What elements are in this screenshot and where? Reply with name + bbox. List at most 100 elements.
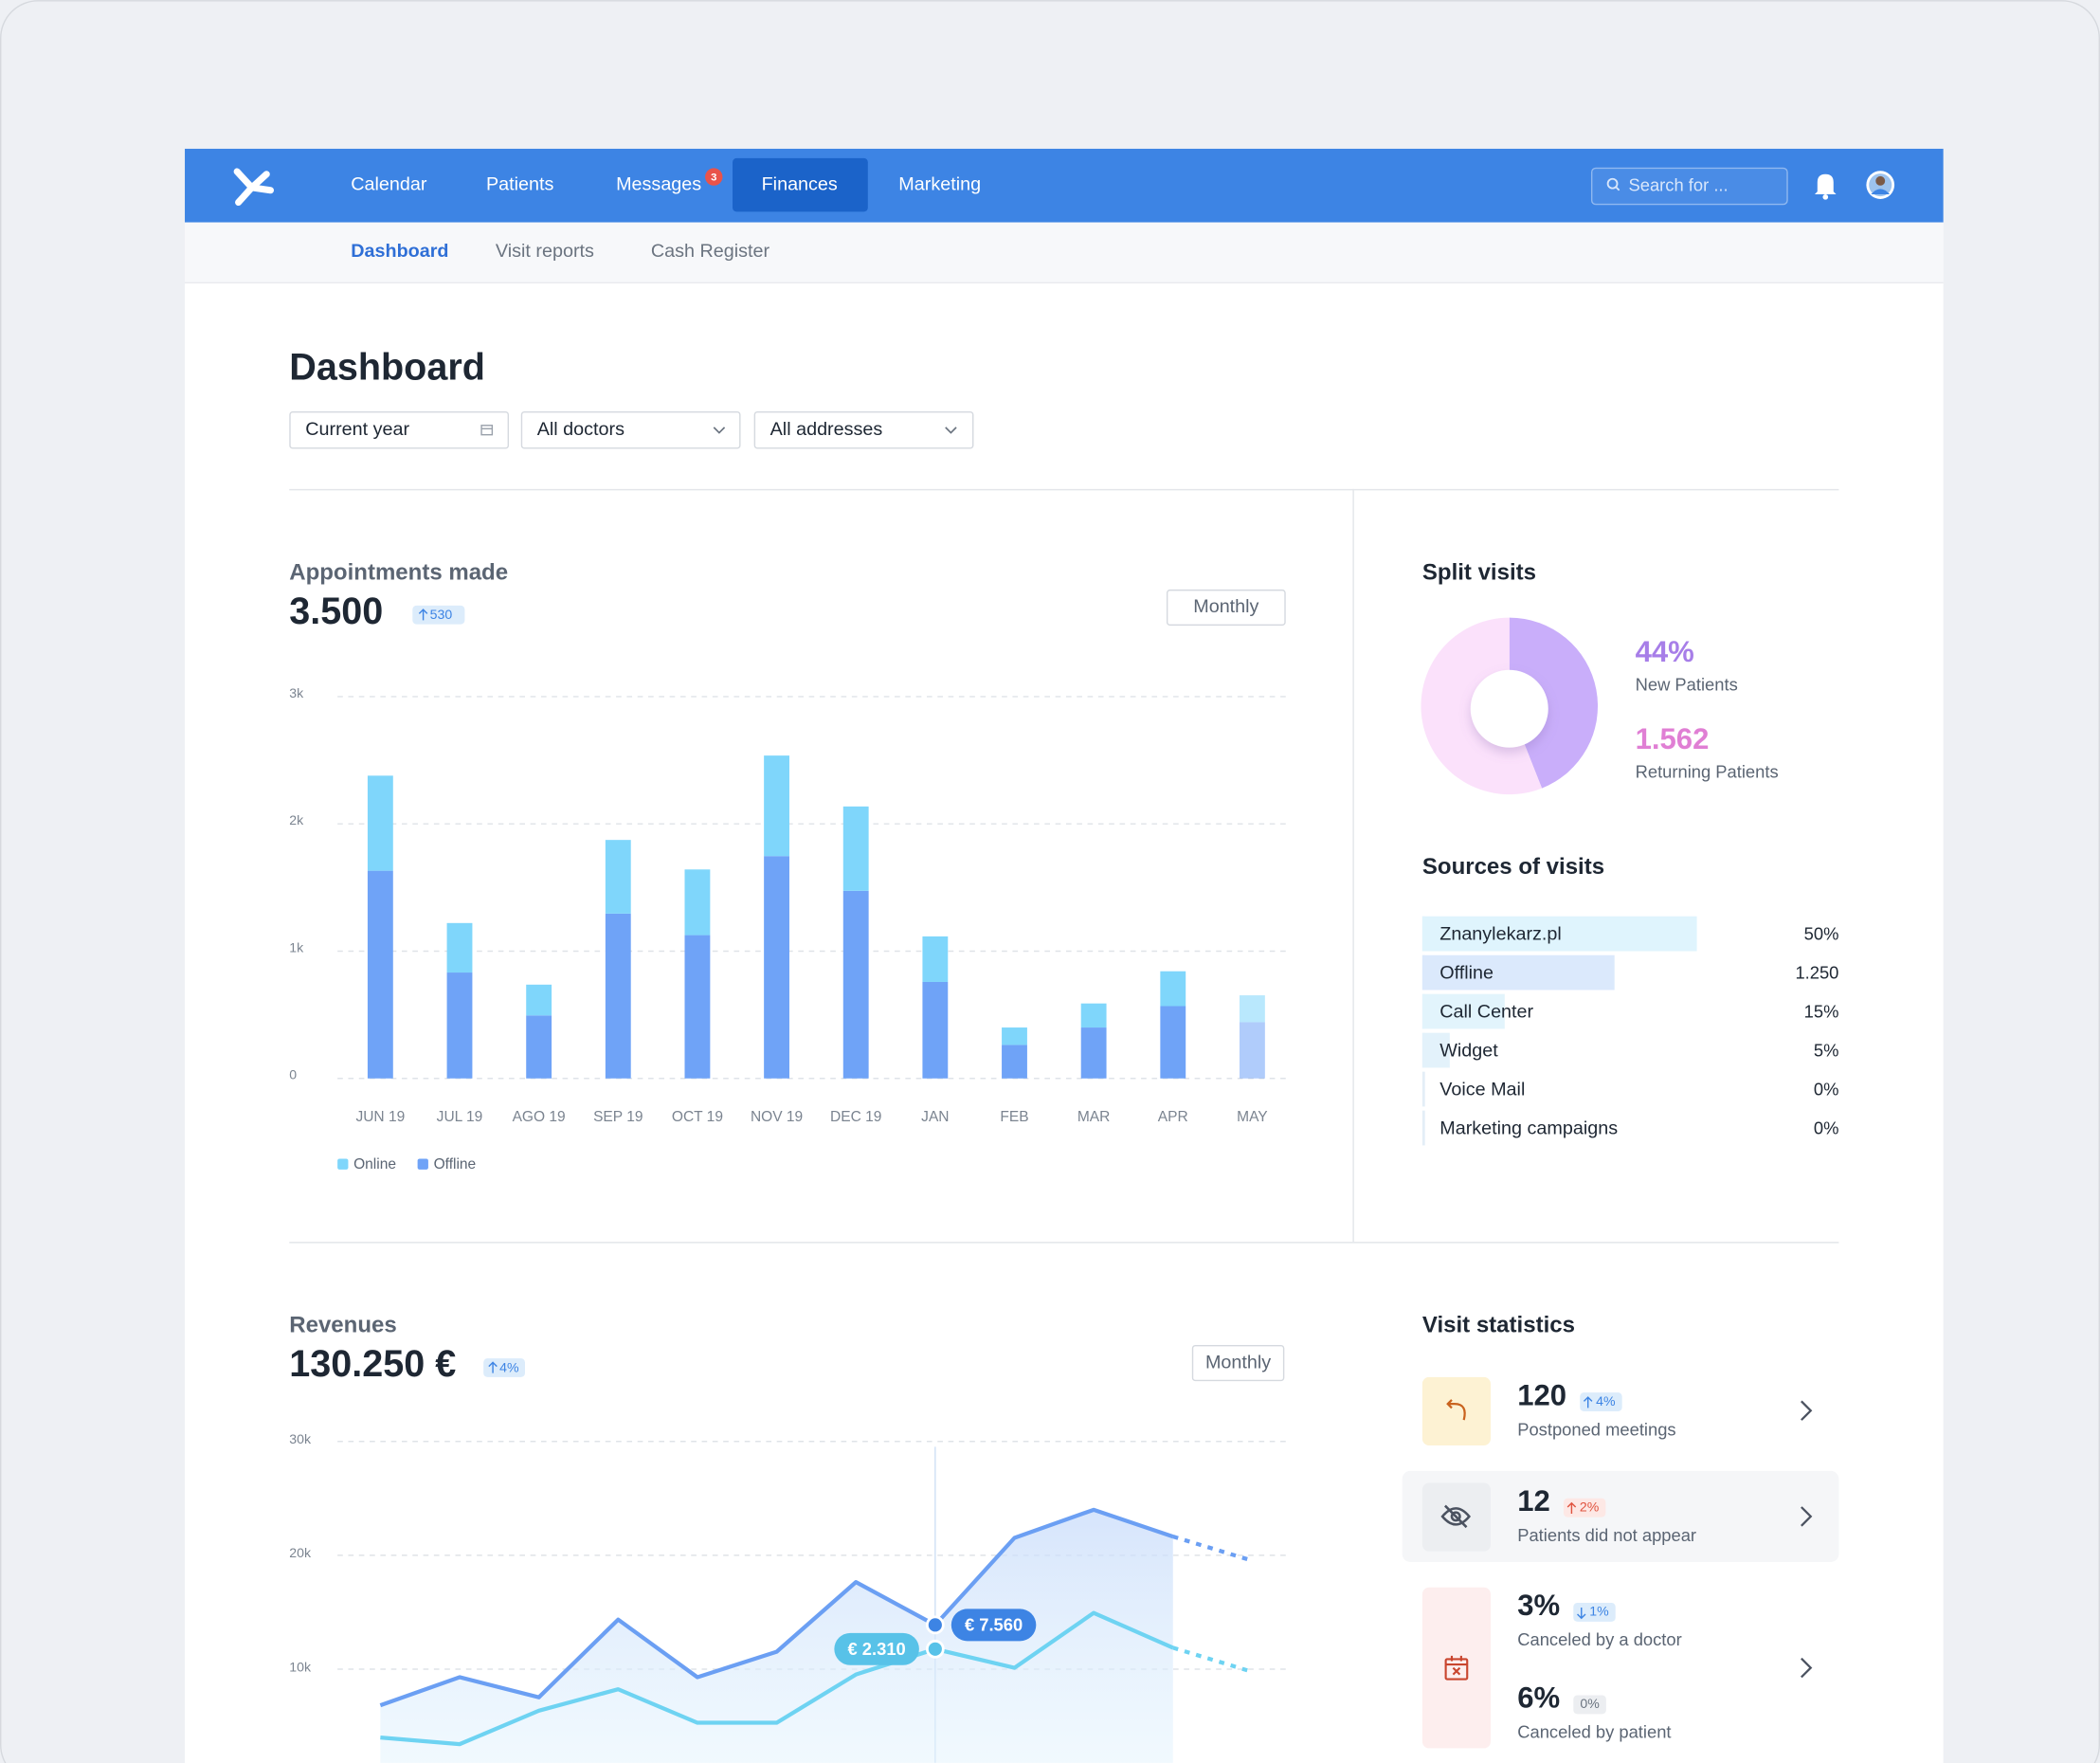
- bar-segment: [922, 981, 949, 1079]
- x-tick-label: APR: [1158, 1109, 1188, 1125]
- bar: [1421, 1032, 1450, 1068]
- change-badge: [1573, 1695, 1606, 1715]
- bar-segment: [1080, 1027, 1107, 1079]
- tooltip: [834, 1632, 919, 1665]
- filter[interactable]: [520, 410, 741, 449]
- bell-icon[interactable]: [1814, 173, 1837, 200]
- row-edge: [1421, 1110, 1425, 1146]
- filter-label: All addresses: [770, 419, 883, 440]
- nav-item[interactable]: Calendar: [351, 173, 427, 194]
- y-tick-label: 10k: [289, 1659, 312, 1674]
- postpone-icon: [1446, 1399, 1466, 1421]
- nav-item[interactable]: Marketing: [898, 173, 981, 194]
- nav-item[interactable]: Finances: [762, 173, 838, 194]
- search-box[interactable]: [1590, 167, 1788, 206]
- filter[interactable]: [289, 410, 510, 449]
- cancel-icon: [1444, 1655, 1469, 1681]
- period-button-label: Monthly: [1193, 596, 1258, 617]
- bar-segment: [605, 840, 631, 914]
- section-title: Revenues: [289, 1313, 396, 1338]
- legend-label: Offline: [434, 1156, 477, 1172]
- x-tick-label: AGO 19: [513, 1109, 566, 1125]
- stat-label: Canceled by a doctor: [1517, 1629, 1682, 1649]
- stat-value: 3%: [1517, 1589, 1560, 1622]
- badge-count: 3: [711, 172, 716, 183]
- line-plot: [379, 1446, 1254, 1763]
- stat-label: Returning Patients: [1636, 761, 1779, 781]
- value-label: 0%: [1814, 1118, 1839, 1137]
- line-projection: [1172, 1535, 1254, 1563]
- icon-box: [1421, 1587, 1491, 1749]
- calendar-icon: [480, 425, 494, 436]
- bar-segment: [605, 913, 631, 1079]
- tooltip: [950, 1609, 1037, 1642]
- bar-label: Widget: [1439, 1041, 1498, 1062]
- stat-value: 12: [1517, 1484, 1550, 1518]
- sub-nav-item[interactable]: Visit reports: [496, 241, 594, 262]
- bar-segment: [764, 755, 789, 857]
- page-title: Dashboard: [289, 347, 485, 389]
- total: 3.500: [289, 591, 383, 632]
- stat-value: 6%: [1517, 1681, 1560, 1715]
- filter-label: Current year: [305, 419, 409, 440]
- y-tick-label: 3k: [289, 685, 304, 700]
- change-value: 4%: [1596, 1393, 1616, 1409]
- section-title: Split visits: [1422, 559, 1536, 585]
- badge: [705, 168, 723, 186]
- sub-nav: [185, 222, 1944, 283]
- y-tick-label: 0: [289, 1067, 297, 1082]
- sub-nav-item[interactable]: Dashboard: [351, 241, 448, 262]
- bar-label: Call Center: [1439, 1002, 1533, 1023]
- arrow-up: [1583, 1396, 1593, 1409]
- period-button[interactable]: [1191, 1344, 1285, 1382]
- change-value: 0%: [1580, 1696, 1600, 1711]
- nav-item[interactable]: Patients: [486, 173, 554, 194]
- bar-segment: [842, 890, 869, 1079]
- bar-segment: [684, 869, 711, 936]
- y-tick-label: 20k: [289, 1545, 312, 1560]
- x-tick-label: JAN: [921, 1109, 949, 1125]
- filter[interactable]: [753, 410, 974, 449]
- stat-value: 120: [1517, 1378, 1566, 1411]
- period-button[interactable]: [1166, 589, 1286, 627]
- bar-segment: [764, 856, 789, 1079]
- value-label: 50%: [1804, 923, 1839, 943]
- bar: [1421, 916, 1697, 952]
- bar-segment: [367, 870, 393, 1079]
- bar-label: Voice Mail: [1439, 1080, 1525, 1100]
- x-tick-label: NOV 19: [751, 1109, 803, 1125]
- legend-swatch: [337, 1158, 349, 1170]
- arrow-up: [488, 1361, 498, 1373]
- active-tab: [733, 157, 868, 212]
- total: 130.250 €: [289, 1343, 456, 1385]
- chevron-right[interactable]: [1801, 1400, 1813, 1679]
- legend-label: Online: [353, 1156, 396, 1172]
- x-tick-label: SEP 19: [593, 1109, 643, 1125]
- bar-segment: [842, 806, 869, 891]
- line-projection: [1172, 1645, 1254, 1674]
- bar-segment: [684, 935, 711, 1079]
- sub-nav-item[interactable]: Cash Register: [651, 241, 770, 262]
- bar-segment: [1160, 1006, 1186, 1079]
- bar-segment: [446, 972, 473, 1079]
- x-tick-label: JUN 19: [355, 1109, 405, 1125]
- change-value: 530: [430, 607, 453, 622]
- bar-segment: [1002, 1027, 1027, 1045]
- bar: [1421, 993, 1505, 1029]
- section-title: Visit statistics: [1422, 1313, 1575, 1338]
- bar-segment: [922, 936, 949, 982]
- y-tick-label: 30k: [289, 1431, 312, 1446]
- avatar[interactable]: [1866, 171, 1895, 199]
- row-edge: [1421, 1071, 1425, 1107]
- x-tick-label: DEC 19: [830, 1109, 881, 1125]
- row-highlight: [1402, 1470, 1839, 1562]
- arrow-up: [1566, 1501, 1577, 1515]
- change-badge: [1580, 1392, 1622, 1411]
- bar-label: Marketing campaigns: [1439, 1118, 1618, 1139]
- nav-item[interactable]: Messages: [616, 173, 701, 194]
- search-icon: [1606, 177, 1620, 191]
- line: [380, 1610, 1174, 1747]
- bar-segment: [1160, 971, 1186, 1007]
- logo[interactable]: [233, 168, 275, 207]
